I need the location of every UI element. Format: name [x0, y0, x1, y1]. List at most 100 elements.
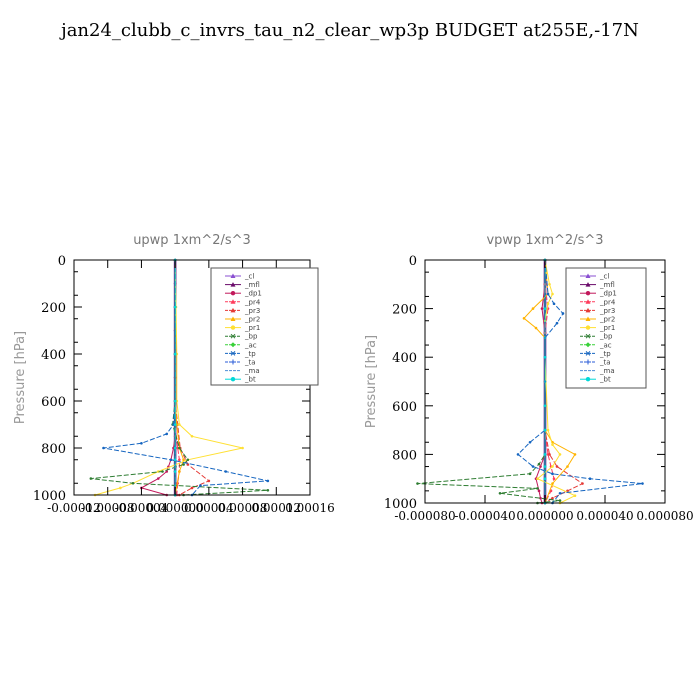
data-point-bp	[186, 458, 190, 462]
data-point-pr1	[178, 423, 181, 426]
panel-title: upwp 1xm^2/s^3	[133, 233, 251, 248]
data-point-pr3	[551, 496, 554, 500]
data-point-pr1	[551, 292, 554, 296]
legend-marker	[585, 333, 591, 339]
legend-label: _pr2	[244, 316, 260, 324]
data-point-pr1	[548, 283, 551, 286]
legend-label: _pr2	[599, 316, 615, 324]
legend-label: _mfl	[599, 281, 615, 289]
data-point-tp	[552, 302, 556, 306]
data-point-bt	[173, 352, 177, 356]
legend-label: _ma	[599, 367, 615, 375]
y-tick-label: 800	[41, 442, 66, 457]
legend-label: _dp1	[244, 290, 262, 298]
data-point-bt	[543, 355, 547, 359]
data-point-pr1	[558, 453, 562, 456]
data-point-bp	[131, 481, 135, 485]
data-point-pr3	[581, 482, 584, 485]
data-point-tp	[558, 491, 562, 495]
data-point-tp	[551, 472, 554, 476]
y-tick-label: 0	[58, 254, 66, 269]
panel-title: vpwp 1xm^2/s^3	[486, 233, 603, 248]
legend-label: _pr1	[599, 324, 615, 332]
x-tick-label: 0.00012	[251, 501, 301, 515]
legend-marker	[230, 333, 236, 339]
legend-marker	[230, 316, 236, 321]
legend-marker	[585, 299, 591, 304]
legend-label: _ma	[244, 367, 260, 375]
legend-marker	[585, 377, 591, 382]
data-point-pr2	[566, 465, 569, 468]
data-point-bp	[558, 499, 562, 502]
x-tick-label: 0.000000	[516, 509, 573, 523]
data-point-dp1	[165, 470, 169, 473]
legend-marker	[230, 351, 236, 356]
legend-label: _ac	[599, 341, 612, 349]
legend-label: _pr3	[599, 307, 615, 315]
data-point-dp1	[539, 496, 542, 500]
legend-label: _dp1	[599, 290, 617, 298]
legend-box	[565, 267, 647, 389]
x-tick-label: 0.00004	[184, 501, 234, 515]
y-axis-label: Pressure [hPa]	[364, 335, 379, 428]
data-point-pr3	[186, 463, 190, 466]
legend-marker	[230, 342, 236, 348]
x-tick-label: -0.000080	[394, 509, 455, 523]
data-point-tp	[546, 292, 550, 296]
legend-marker	[585, 282, 591, 287]
data-point-tp	[266, 479, 270, 483]
x-tick-label: -0.00008	[81, 501, 135, 515]
data-point-dp1	[156, 477, 160, 480]
legend-marker	[585, 316, 591, 321]
series-line-bp	[417, 260, 561, 504]
data-point-bt	[543, 465, 547, 468]
data-point-bt	[173, 470, 177, 473]
data-point-pr3	[207, 479, 211, 483]
legend-marker	[585, 273, 591, 278]
data-point-pr2	[531, 307, 535, 310]
legend-marker	[585, 342, 591, 348]
data-point-tp	[169, 458, 173, 462]
data-point-pr3	[190, 486, 194, 490]
legend-label: _ta	[599, 359, 611, 367]
legend-label: _ac	[244, 341, 257, 349]
x-tick-label: -0.000040	[454, 509, 515, 523]
data-point-tp	[588, 477, 592, 481]
data-point-dp1	[537, 489, 541, 493]
legend-marker	[230, 299, 236, 304]
legend-label: _bp	[244, 333, 258, 341]
data-point-pr4	[178, 458, 181, 462]
data-point-pr1	[546, 302, 550, 306]
legend-label: _tp	[244, 350, 256, 358]
data-point-tp	[641, 482, 644, 485]
y-tick-label: 600	[41, 395, 66, 410]
y-tick-label: 1000	[33, 489, 66, 504]
legend-label: _mfl	[244, 281, 260, 289]
data-point-pr1	[551, 465, 554, 468]
x-tick-label: -0.00004	[115, 501, 169, 515]
y-tick-label: 400	[41, 348, 66, 363]
data-point-tp	[528, 440, 532, 444]
x-tick-label: 0.000080	[636, 509, 693, 523]
legend-label: _ta	[244, 359, 256, 367]
legend-label: _tp	[599, 350, 611, 358]
legend-marker	[230, 282, 236, 287]
x-tick-label: 0.000040	[576, 509, 633, 523]
data-point-tp	[199, 484, 202, 487]
legend-marker	[230, 291, 236, 296]
data-point-tp	[224, 470, 228, 473]
upwp-panel: upwp 1xm^2/s^3 Pressure [hPa] 0 200 400 600 80…	[13, 233, 335, 515]
legend-marker	[230, 325, 236, 330]
legend-marker	[585, 291, 591, 296]
legend-label: _cl	[599, 273, 609, 281]
vpwp-panel: vpwp 1xm^2/s^3 Pressure [hPa] 0 200 400 600 80…	[364, 233, 694, 523]
data-point-tp	[165, 432, 169, 436]
data-point-pr2	[182, 458, 185, 462]
data-point-bt	[543, 404, 547, 408]
legend-marker	[585, 351, 591, 356]
data-point-tp	[561, 312, 565, 315]
data-point-pr3	[555, 465, 559, 468]
data-point-pr1	[190, 434, 194, 438]
data-point-bp	[536, 487, 539, 490]
